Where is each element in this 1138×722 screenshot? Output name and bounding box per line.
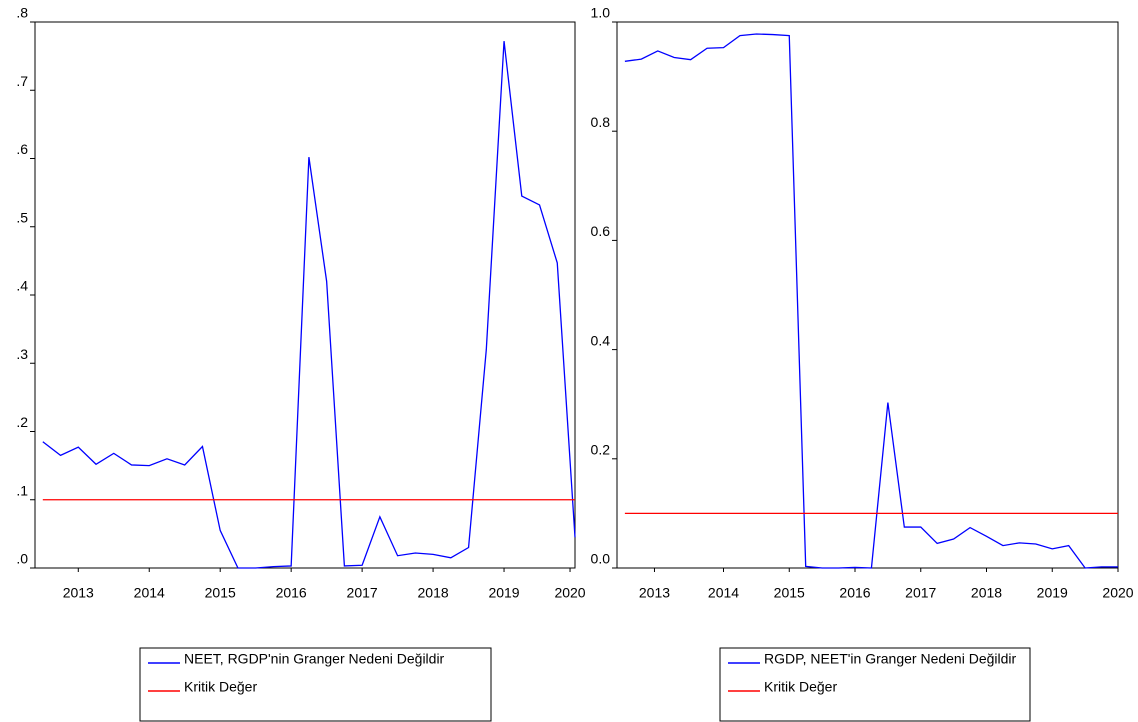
x-tick-label: 2019 (1037, 585, 1068, 601)
y-tick-label: 0.2 (591, 442, 611, 458)
legend-box (139, 647, 492, 722)
legend-box (719, 647, 1031, 722)
y-tick-label: .1 (16, 482, 28, 498)
y-tick-label: 0.8 (591, 114, 611, 130)
plot-frame (616, 21, 1119, 569)
x-tick-label: 2019 (488, 585, 519, 601)
y-tick-label: .8 (16, 5, 28, 21)
legend-label: Kritik Değer (184, 679, 257, 695)
x-tick-label: 2018 (971, 585, 1002, 601)
x-tick-label: 2016 (839, 585, 870, 601)
legend-label: RGDP, NEET'in Granger Nedeni Değildir (764, 651, 1017, 667)
legend-label: Kritik Değer (764, 679, 837, 695)
x-tick-label: 2013 (639, 585, 670, 601)
plot-frame (34, 21, 576, 569)
x-tick-label: 2015 (774, 585, 805, 601)
y-tick-label: .2 (16, 414, 28, 430)
x-tick-label: 2020 (1102, 585, 1133, 601)
x-tick-label: 2017 (905, 585, 936, 601)
y-tick-label: 0.6 (591, 223, 611, 239)
x-tick-label: 2016 (276, 585, 307, 601)
x-tick-label: 2014 (134, 585, 165, 601)
x-tick-label: 2014 (708, 585, 739, 601)
y-tick-label: .6 (16, 141, 28, 157)
legend-label: NEET, RGDP'nin Granger Nedeni Değildir (184, 651, 445, 667)
y-tick-label: 1.0 (591, 5, 611, 21)
x-tick-label: 2020 (554, 585, 585, 601)
y-tick-label: .7 (16, 73, 28, 89)
series-line (624, 33, 1118, 569)
y-tick-label: .5 (16, 209, 28, 225)
series-line (42, 41, 576, 569)
y-tick-label: 0.0 (591, 551, 611, 567)
x-tick-label: 2017 (347, 585, 378, 601)
y-tick-label: 0.4 (591, 332, 611, 348)
x-tick-label: 2018 (418, 585, 449, 601)
y-tick-label: .3 (16, 346, 28, 362)
x-tick-label: 2015 (205, 585, 236, 601)
y-tick-label: .0 (16, 551, 28, 567)
y-tick-label: .4 (16, 278, 28, 294)
x-tick-label: 2013 (63, 585, 94, 601)
